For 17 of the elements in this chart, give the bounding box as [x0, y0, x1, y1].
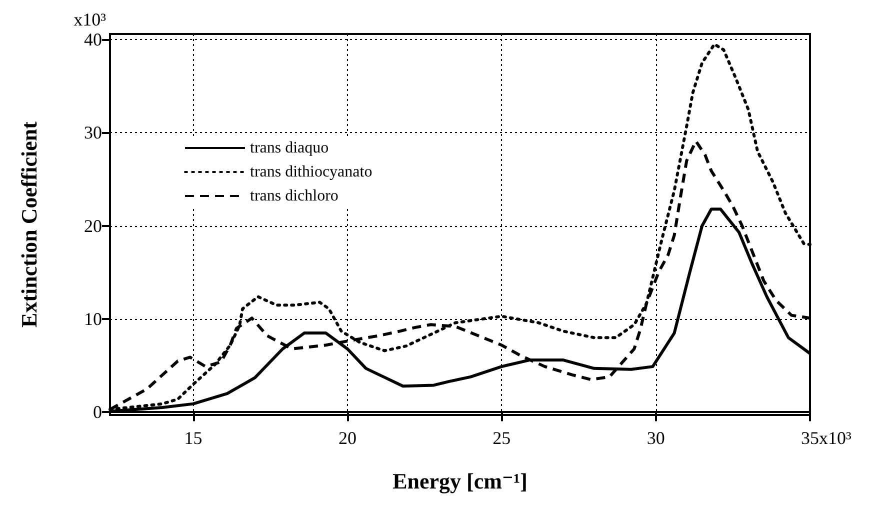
x-tick-label: 35	[801, 428, 819, 448]
x-tick-label: 20	[338, 428, 356, 448]
y-tick-label: 10	[84, 309, 102, 330]
legend-label: trans dithiocyanato	[250, 164, 372, 180]
legend-label: trans dichloro	[250, 188, 338, 204]
y-tick-label: 40	[84, 30, 102, 50]
y-tick-label: 0	[93, 402, 102, 422]
y-tick-label: 20	[84, 216, 102, 236]
x-axis-title: Energy [cm⁻¹]	[392, 468, 528, 494]
y-tick-label: 30	[84, 122, 102, 143]
text: x10³	[819, 428, 852, 448]
x-tick-label: 30	[646, 428, 665, 448]
x-tick-label: 15	[184, 428, 202, 448]
x-tick-label: 25	[492, 428, 511, 448]
y-axis-title: Extinction Coefficient	[16, 120, 42, 328]
text: x10³	[74, 10, 107, 30]
legend-label: trans diaquo	[250, 140, 329, 156]
